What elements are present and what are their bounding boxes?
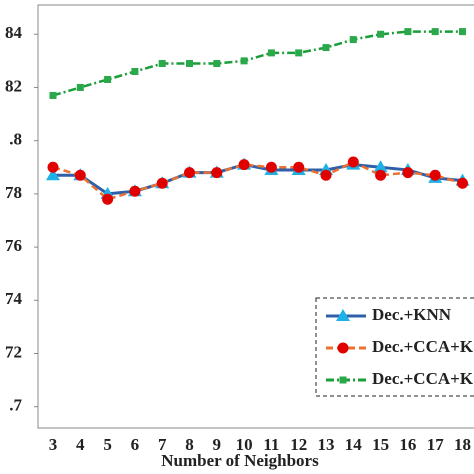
marker	[46, 168, 60, 181]
marker	[402, 167, 414, 179]
marker	[158, 60, 166, 68]
y-tick-label: 84	[5, 23, 23, 42]
axis-frame	[37, 4, 474, 429]
legend: Dec.+KNN Dec.+CCA+K Dec.+CCA+K	[315, 297, 474, 397]
y-tick-label: 74	[5, 289, 23, 308]
marker	[184, 167, 195, 179]
marker	[129, 185, 141, 197]
x-axis-label: Number of Neighbors	[161, 451, 319, 470]
marker	[186, 60, 193, 68]
x-tick-label: 3	[49, 435, 58, 454]
y-tick-label: 76	[5, 236, 22, 255]
marker	[76, 83, 84, 91]
x-tick-label: 17	[427, 435, 445, 454]
series-line	[53, 163, 463, 196]
legend-marker	[336, 309, 350, 321]
marker	[213, 60, 221, 68]
marker	[267, 49, 275, 57]
marker	[320, 169, 332, 181]
marker	[104, 75, 112, 83]
marker	[156, 177, 168, 189]
x-tick-label: 10	[236, 435, 253, 454]
legend-marker	[337, 342, 349, 354]
x-tick-label: 11	[263, 435, 279, 454]
x-tick-label: 12	[290, 435, 307, 454]
series-line	[52, 30, 463, 97]
legend-label: Dec.+KNN	[372, 305, 452, 324]
x-tick-label: 8	[185, 435, 194, 454]
x-tick-label: 5	[103, 435, 112, 454]
marker	[131, 68, 139, 76]
marker	[373, 160, 388, 173]
series-line	[52, 160, 463, 201]
x-tick-label: 6	[131, 435, 140, 454]
marker	[459, 28, 466, 36]
marker	[322, 44, 330, 52]
marker	[102, 193, 114, 205]
legend-label: Dec.+CCA+K	[372, 369, 474, 388]
x-tick-label: 7	[158, 435, 167, 454]
y-tick-label: 72	[5, 342, 22, 361]
marker	[49, 91, 57, 99]
legend-label: Dec.+CCA+K	[372, 337, 474, 356]
x-tick-label: 13	[318, 435, 335, 454]
marker	[377, 30, 385, 38]
legend-marker	[339, 376, 347, 384]
marker	[457, 177, 468, 189]
marker	[74, 169, 86, 181]
marker	[240, 57, 248, 65]
x-tick-label: 18	[454, 435, 471, 454]
marker	[431, 28, 439, 36]
y-tick-label: .7	[9, 396, 22, 415]
x-tick-label: 9	[213, 435, 222, 454]
marker	[349, 36, 357, 44]
x-tick-label: 14	[345, 435, 363, 454]
y-tick-label: .8	[9, 130, 22, 149]
x-tick-label: 4	[76, 435, 85, 454]
marker	[429, 169, 441, 181]
x-tick-label: 16	[399, 435, 416, 454]
marker	[347, 156, 359, 168]
marker	[238, 159, 250, 171]
marker	[404, 28, 412, 36]
y-tick-label: 78	[5, 183, 22, 202]
y-tick-label: 82	[5, 76, 22, 95]
x-tick-label: 15	[372, 435, 389, 454]
marker	[375, 169, 387, 181]
marker	[47, 161, 59, 173]
marker	[295, 49, 303, 57]
marker	[293, 161, 305, 173]
marker	[265, 161, 277, 173]
marker	[211, 167, 223, 179]
